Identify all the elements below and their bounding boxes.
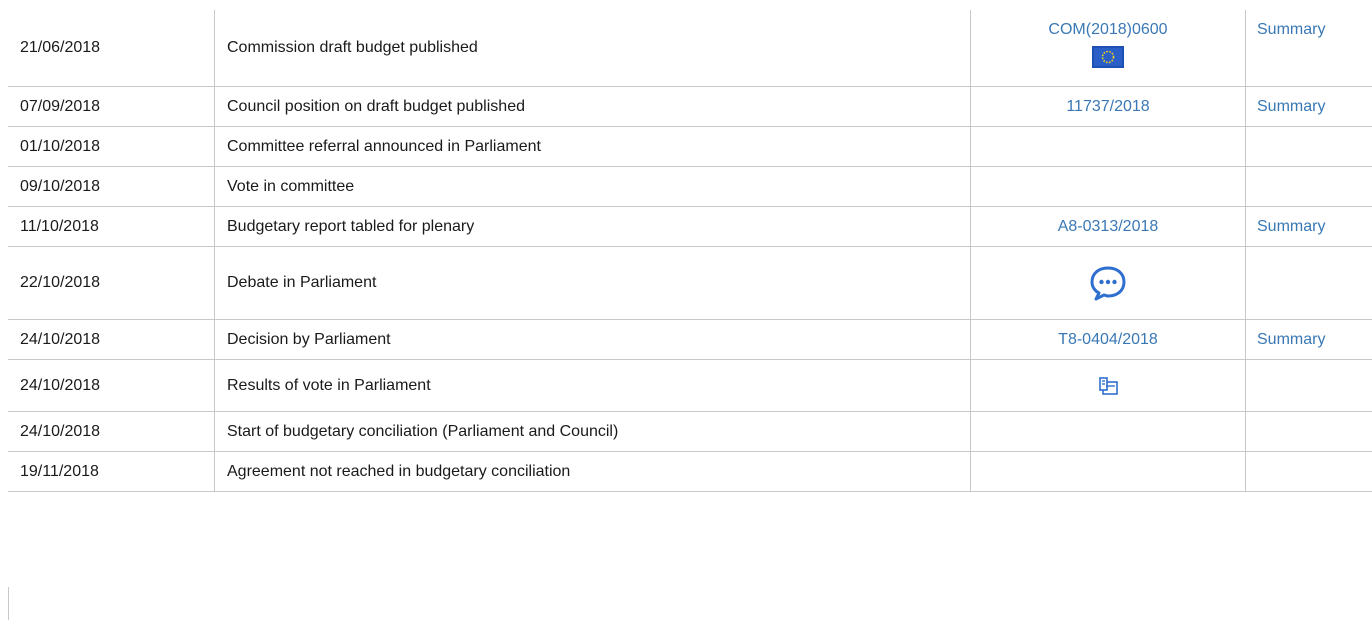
debate-speech-bubble-icon[interactable] [1088,264,1128,302]
event-description: Committee referral announced in Parliame… [214,127,970,166]
summary-link[interactable]: Summary [1257,97,1326,115]
document-link[interactable]: T8-0404/2018 [1058,330,1158,348]
event-date: 24/10/2018 [20,376,101,394]
event-description: Council position on draft budget publish… [214,87,970,126]
table-border-stub [8,587,9,620]
event-description: Start of budgetary conciliation (Parliam… [214,412,970,451]
document-cell: COM(2018)0600 [970,10,1245,86]
event-date: 24/10/2018 [20,330,101,348]
document-link[interactable]: 11737/2018 [1066,97,1150,115]
summary-cell [1245,247,1372,319]
table-row: 24/10/2018 Results of vote in Parliament [8,360,1372,412]
summary-cell [1245,127,1372,166]
table-row: 24/10/2018 Decision by Parliament T8-040… [8,320,1372,360]
event-description: Results of vote in Parliament [214,360,970,411]
summary-cell [1245,452,1372,491]
event-description: Debate in Parliament [214,247,970,319]
table-row: 19/11/2018 Agreement not reached in budg… [8,452,1372,492]
summary-cell: Summary [1245,207,1372,246]
event-date: 07/09/2018 [20,97,101,115]
document-cell [970,412,1245,451]
table-row: 07/09/2018 Council position on draft bud… [8,87,1372,127]
event-description: Budgetary report tabled for plenary [214,207,970,246]
document-link[interactable]: COM(2018)0600 [1048,21,1168,38]
document-cell: T8-0404/2018 [970,320,1245,359]
vote-results-icon[interactable] [1097,376,1119,396]
summary-cell [1245,360,1372,411]
summary-cell: Summary [1245,320,1372,359]
table-row: 21/06/2018 Commission draft budget publi… [8,10,1372,87]
document-cell [970,247,1245,319]
event-description: Vote in committee [214,167,970,206]
eu-flag-icon[interactable] [1092,46,1124,68]
event-date: 19/11/2018 [20,462,99,480]
event-description: Agreement not reached in budgetary conci… [214,452,970,491]
event-date: 11/10/2018 [20,217,99,235]
table-row: 01/10/2018 Committee referral announced … [8,127,1372,167]
event-description: Commission draft budget published [214,10,970,86]
event-date: 21/06/2018 [20,39,101,56]
event-date: 22/10/2018 [20,274,101,291]
summary-cell: Summary [1245,10,1372,86]
procedure-events-table: 21/06/2018 Commission draft budget publi… [8,10,1372,492]
event-date: 09/10/2018 [20,177,101,195]
summary-link[interactable]: Summary [1257,217,1326,235]
table-row: 24/10/2018 Start of budgetary conciliati… [8,412,1372,452]
document-cell [970,452,1245,491]
document-cell [970,360,1245,411]
table-row: 22/10/2018 Debate in Parliament [8,247,1372,320]
event-date: 24/10/2018 [20,422,101,440]
summary-link[interactable]: Summary [1257,330,1326,348]
document-link[interactable]: A8-0313/2018 [1057,217,1159,235]
table-row: 09/10/2018 Vote in committee [8,167,1372,207]
document-cell [970,167,1245,206]
document-cell: A8-0313/2018 [970,207,1245,246]
summary-link[interactable]: Summary [1257,21,1326,38]
document-cell [970,127,1245,166]
table-row: 11/10/2018 Budgetary report tabled for p… [8,207,1372,247]
summary-cell [1245,167,1372,206]
event-date: 01/10/2018 [20,137,101,155]
event-description: Decision by Parliament [214,320,970,359]
summary-cell: Summary [1245,87,1372,126]
summary-cell [1245,412,1372,451]
document-cell: 11737/2018 [970,87,1245,126]
